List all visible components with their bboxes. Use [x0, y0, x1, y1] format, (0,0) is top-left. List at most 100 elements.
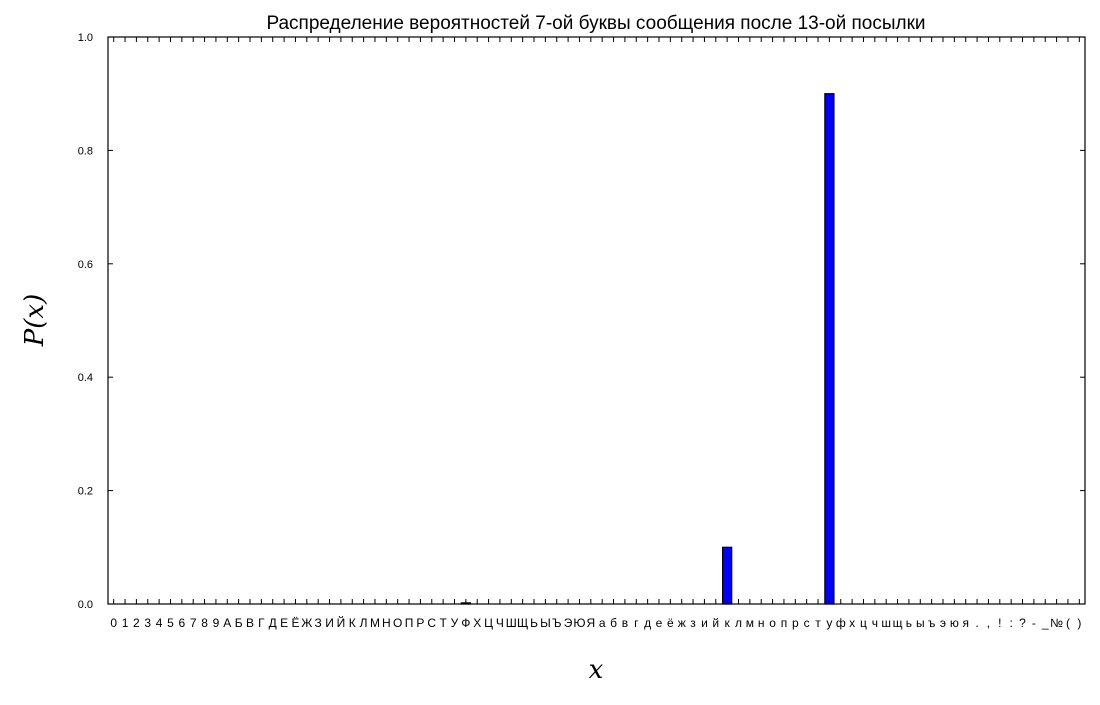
- x-tick-label: в: [622, 616, 628, 630]
- x-tick-label: п: [781, 616, 788, 630]
- x-tick-label: Ж: [301, 616, 312, 630]
- x-tick-label: 6: [178, 616, 185, 630]
- x-tick-label: е: [656, 616, 663, 630]
- y-tick-label: 0.0: [78, 599, 93, 611]
- x-tick-label: 0: [110, 616, 117, 630]
- x-tick-label: 5: [167, 616, 174, 630]
- x-tick-label: Ю: [573, 616, 585, 630]
- x-tick-label: 7: [190, 616, 197, 630]
- x-tick-label: _: [1041, 616, 1049, 630]
- x-tick-label: ё: [667, 616, 674, 630]
- x-tick-label: А: [223, 616, 231, 630]
- x-tick-label: ь: [906, 616, 912, 630]
- x-tick-label: б: [610, 616, 617, 630]
- plot-frame: [107, 36, 1086, 605]
- y-axis-label: P(x): [20, 294, 50, 347]
- bar-55: [722, 546, 733, 605]
- x-tick-label: Б: [235, 616, 243, 630]
- x-tick-label: Щ: [517, 616, 528, 630]
- x-tick-label: ъ: [928, 616, 936, 630]
- x-tick-label: .: [975, 616, 978, 630]
- y-tick-label: 1.0: [78, 32, 93, 44]
- x-tick-label: -: [1032, 616, 1036, 630]
- x-tick-label: х: [849, 616, 855, 630]
- x-tick-label: М: [370, 616, 380, 630]
- x-tick-label: З: [315, 616, 322, 630]
- x-tick-label: И: [325, 616, 334, 630]
- x-tick-label: №: [1050, 616, 1063, 630]
- x-tick-label: К: [349, 616, 356, 630]
- x-tick-label: ы: [916, 616, 925, 630]
- y-tick-label: 0.2: [78, 486, 93, 498]
- x-tick-label: Я: [586, 616, 595, 630]
- x-tick-label: й: [712, 616, 719, 630]
- x-tick-label: 4: [156, 616, 163, 630]
- y-tick-label: 0.6: [78, 259, 93, 271]
- x-tick-label: л: [735, 616, 742, 630]
- x-tick-label: Ч: [496, 616, 504, 630]
- y-tick-label: 0.4: [78, 372, 93, 384]
- x-tick-label: У: [451, 616, 459, 630]
- x-tick-label: ш: [881, 616, 891, 630]
- x-tick-label: ?: [1019, 616, 1026, 630]
- x-tick-label: Й: [337, 615, 346, 630]
- x-tick-label: Л: [360, 616, 368, 630]
- x-tick-label: 2: [133, 616, 140, 630]
- x-tick-label: ж: [678, 616, 686, 630]
- x-tick-label: Н: [382, 616, 391, 630]
- x-tick-label: С: [427, 616, 436, 630]
- x-tick-label: 9: [213, 616, 220, 630]
- x-tick-label: ю: [950, 616, 959, 630]
- x-tick-label: Х: [473, 616, 481, 630]
- x-tick-label: В: [246, 616, 254, 630]
- x-tick-label: Е: [280, 616, 288, 630]
- x-tick-label: Д: [269, 616, 277, 630]
- x-tick-label: м: [746, 616, 754, 630]
- x-tick-label: э: [940, 616, 946, 630]
- x-tick-label: Г: [258, 616, 265, 630]
- x-tick-label: з: [690, 616, 696, 630]
- x-tick-label: Т: [439, 616, 447, 630]
- x-tick-label: Р: [416, 616, 424, 630]
- x-tick-label: 1: [122, 616, 129, 630]
- x-tick-label: 8: [201, 616, 208, 630]
- x-tick-label: (: [1066, 616, 1070, 630]
- x-tick-label: у: [826, 616, 832, 630]
- x-tick-label: д: [644, 616, 651, 630]
- x-axis-label: x: [589, 655, 604, 685]
- x-tick-label: а: [599, 616, 606, 630]
- x-tick-label: ): [1077, 616, 1081, 630]
- x-tick-label: щ: [893, 616, 903, 630]
- x-tick-label: !: [998, 616, 1001, 630]
- x-tick-label: р: [792, 616, 799, 630]
- x-tick-label: к: [725, 616, 731, 630]
- x-tick-label: ,: [987, 616, 990, 630]
- x-tick-label: Э: [564, 616, 573, 630]
- x-tick-label: н: [758, 616, 765, 630]
- x-tick-label: Ш: [506, 616, 517, 630]
- chart-title: Распределение вероятностей 7-ой буквы со…: [266, 13, 925, 34]
- x-tick-label: я: [962, 616, 969, 630]
- x-tick-label: :: [1009, 616, 1012, 630]
- y-tick-label: 0.8: [78, 145, 93, 157]
- x-tick-label: Ц: [484, 616, 493, 630]
- x-tick-label: 3: [144, 616, 151, 630]
- x-tick-label: Ъ: [552, 616, 562, 630]
- x-tick-label: Ь: [530, 616, 538, 630]
- x-tick-label: ф: [836, 616, 846, 630]
- x-tick-label: с: [804, 616, 810, 630]
- x-tick-label: Ё: [291, 616, 299, 630]
- x-tick-label: О: [393, 616, 402, 630]
- bar-64: [824, 93, 835, 605]
- x-tick-label: о: [769, 616, 776, 630]
- x-tick-label: г: [634, 616, 639, 630]
- x-tick-label: Ы: [540, 616, 551, 630]
- x-tick-label: П: [405, 616, 414, 630]
- x-tick-label: и: [701, 616, 708, 630]
- x-tick-label: Ф: [461, 616, 470, 630]
- x-tick-label: т: [815, 616, 821, 630]
- x-tick-label: ц: [860, 616, 867, 630]
